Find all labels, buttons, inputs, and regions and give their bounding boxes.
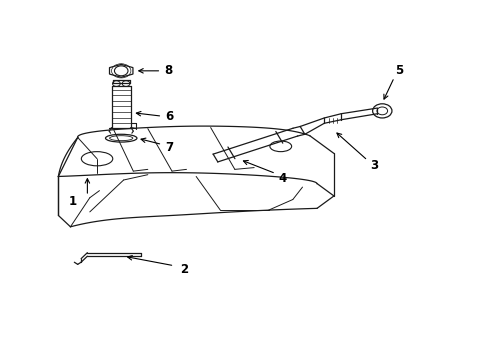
Text: 3: 3 [369, 159, 377, 172]
Text: 6: 6 [165, 111, 173, 123]
Text: 2: 2 [180, 263, 188, 276]
Text: 5: 5 [394, 64, 403, 77]
Text: 7: 7 [165, 141, 173, 154]
Text: 8: 8 [164, 64, 172, 77]
Text: 4: 4 [278, 172, 286, 185]
Text: 1: 1 [69, 195, 77, 208]
